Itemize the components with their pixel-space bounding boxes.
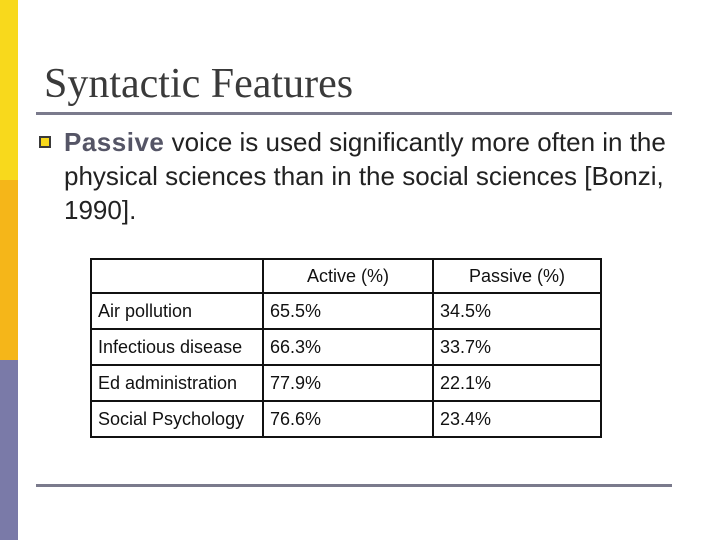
row-label: Infectious disease xyxy=(90,328,264,366)
bullet-emphasis: Passive xyxy=(64,127,165,157)
voice-table: Active (%) Passive (%) Air pollution 65.… xyxy=(90,258,602,438)
passive-value: 34.5% xyxy=(432,292,602,330)
active-value: 65.5% xyxy=(262,292,434,330)
square-bullet-icon xyxy=(39,136,51,148)
bottom-divider xyxy=(36,484,672,487)
table-row: Infectious disease 66.3% 33.7% xyxy=(90,328,602,366)
side-bar-bottom xyxy=(0,360,18,540)
row-label: Ed administration xyxy=(90,364,264,402)
bullet-body: voice is used significantly more often i… xyxy=(64,127,666,225)
table-row: Ed administration 77.9% 22.1% xyxy=(90,364,602,402)
table-header-row: Active (%) Passive (%) xyxy=(90,258,602,294)
header-cell-active: Active (%) xyxy=(262,258,434,294)
row-label: Air pollution xyxy=(90,292,264,330)
header-cell-empty xyxy=(90,258,264,294)
active-value: 66.3% xyxy=(262,328,434,366)
table-row: Social Psychology 76.6% 23.4% xyxy=(90,400,602,438)
slide-title: Syntactic Features xyxy=(44,61,354,107)
passive-value: 23.4% xyxy=(432,400,602,438)
table-row: Air pollution 65.5% 34.5% xyxy=(90,292,602,330)
side-bar-top xyxy=(0,0,18,180)
row-label: Social Psychology xyxy=(90,400,264,438)
bullet-text: Passive voice is used significantly more… xyxy=(64,125,684,227)
passive-value: 22.1% xyxy=(432,364,602,402)
active-value: 76.6% xyxy=(262,400,434,438)
active-value: 77.9% xyxy=(262,364,434,402)
title-divider xyxy=(36,112,672,115)
side-bar-middle xyxy=(0,180,18,360)
passive-value: 33.7% xyxy=(432,328,602,366)
header-cell-passive: Passive (%) xyxy=(432,258,602,294)
